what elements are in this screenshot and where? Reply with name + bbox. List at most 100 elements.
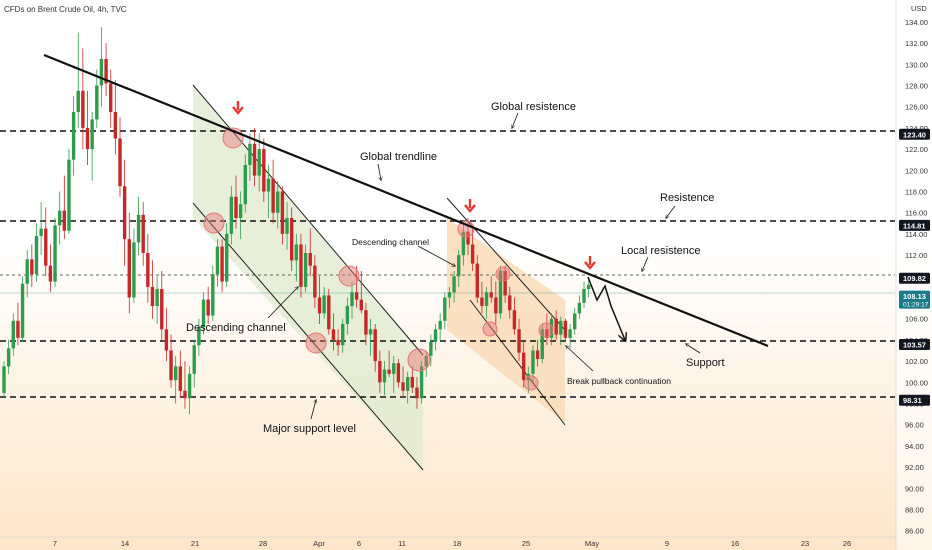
candle (252, 127, 257, 187)
candle-body (276, 191, 280, 213)
candle (136, 196, 141, 256)
candle (280, 186, 285, 245)
y-tick-label: 124.00 (905, 124, 928, 133)
candle (39, 202, 43, 256)
candle (401, 366, 405, 399)
candle-body (6, 348, 11, 367)
candle-body (173, 366, 178, 381)
candle (345, 297, 350, 335)
price-badge: 123.40 (899, 128, 930, 140)
candle-body (122, 186, 127, 240)
candle (549, 313, 554, 346)
candle-body (53, 225, 57, 282)
candle-body (271, 178, 275, 213)
candle-body (2, 366, 6, 393)
y-tick-label: 86.00 (905, 527, 924, 536)
candle (308, 228, 312, 277)
y-tick-label: 96.00 (905, 421, 924, 430)
candle (34, 223, 39, 282)
candle (480, 281, 484, 314)
candle-body (447, 292, 452, 298)
candle (53, 218, 57, 287)
y-tick-label: 134.00 (905, 18, 928, 27)
candle (150, 260, 155, 319)
highlight-circles (203, 127, 554, 391)
candle (378, 350, 382, 393)
candle-body (364, 310, 368, 335)
candle-body (313, 265, 317, 298)
y-tick-label: 88.00 (905, 506, 924, 515)
candle-body (577, 302, 582, 314)
x-tick-label: 11 (398, 539, 406, 548)
candle (512, 297, 517, 335)
candle-body (396, 363, 401, 383)
candle (554, 310, 558, 340)
candle-body (16, 320, 20, 338)
y-tick-label: 94.00 (905, 442, 924, 451)
price-badge-bg (899, 338, 930, 350)
descending-channel-major[interactable] (193, 85, 423, 470)
candle-body (127, 239, 131, 298)
candle-body (433, 329, 438, 343)
candle (187, 366, 192, 415)
candle (95, 69, 99, 128)
candle (146, 233, 150, 303)
highlight-circle (482, 321, 498, 337)
candle (30, 244, 34, 287)
candle-body (470, 244, 475, 264)
candle-body (285, 218, 289, 234)
candle-body (81, 90, 85, 128)
y-tick-label: 112.00 (905, 251, 927, 260)
candle (559, 316, 563, 346)
candle (415, 377, 419, 409)
candle-body (85, 127, 90, 150)
candle (6, 339, 11, 374)
callout-arrows (267, 112, 701, 420)
candle (498, 265, 503, 319)
candle-body (350, 292, 354, 306)
candle (563, 318, 568, 343)
candle-body (415, 387, 419, 399)
candle-body (90, 119, 94, 150)
candle-body (452, 276, 456, 293)
candle-body (76, 90, 80, 112)
candle-body (99, 59, 104, 86)
candle-body (262, 149, 266, 192)
time-axis[interactable]: 7 14 21 28 Apr 6 11 18 25 May 9 16 23 26 (0, 536, 896, 548)
candle-body (382, 369, 387, 383)
candle (568, 324, 572, 349)
candle-body (48, 265, 53, 282)
candle (336, 329, 340, 356)
x-tick-label: 7 (53, 539, 57, 548)
candle-body (234, 196, 238, 218)
candle (350, 281, 354, 319)
candle (234, 175, 238, 229)
candle-body (405, 377, 410, 391)
candle-body (71, 112, 76, 160)
candle (81, 48, 85, 150)
callout-arrow (417, 245, 455, 266)
candle (173, 355, 178, 404)
candle-body (243, 165, 247, 205)
candle (577, 295, 582, 319)
candle-body (20, 283, 25, 338)
candle (494, 281, 498, 324)
candle (331, 313, 336, 351)
candle-body (299, 244, 303, 287)
x-tick-label: May (585, 539, 599, 548)
candle (452, 271, 456, 303)
price-badge-label: 103.57 (903, 340, 926, 349)
candle-body (457, 255, 461, 277)
candle-body (466, 231, 470, 245)
candle-body (354, 292, 359, 300)
price-badge-bg (899, 219, 930, 231)
y-tick-label: 100.00 (905, 378, 928, 387)
candle-body (57, 210, 62, 226)
candle-body (289, 218, 294, 261)
price-axis[interactable]: USD 86.0088.0090.0092.0094.0096.0098.001… (895, 0, 932, 550)
global-trendline[interactable] (43, 53, 769, 348)
candle-body (424, 355, 428, 367)
